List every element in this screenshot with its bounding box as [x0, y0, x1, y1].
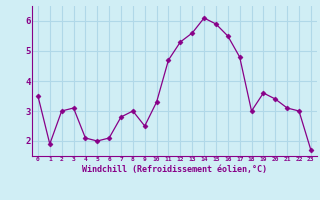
X-axis label: Windchill (Refroidissement éolien,°C): Windchill (Refroidissement éolien,°C)	[82, 165, 267, 174]
